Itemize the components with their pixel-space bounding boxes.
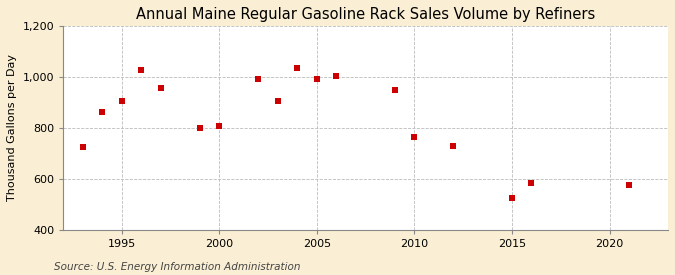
Point (292, 66, 302, 70)
Point (311, 76, 322, 81)
Point (214, 123, 225, 128)
Point (194, 126, 205, 130)
Point (136, 68, 146, 73)
Point (526, 180, 537, 185)
Point (253, 76, 264, 81)
Point (97, 110, 107, 114)
Point (409, 134, 420, 139)
Text: Source: U.S. Energy Information Administration: Source: U.S. Energy Information Administ… (54, 262, 300, 272)
Point (116, 99, 127, 103)
Point (389, 87, 400, 92)
Point (155, 85, 166, 90)
Point (77, 145, 88, 149)
Point (273, 99, 284, 103)
Point (624, 183, 634, 187)
Y-axis label: Thousand Gallons per Day: Thousand Gallons per Day (7, 54, 17, 201)
Point (506, 196, 517, 200)
Title: Annual Maine Regular Gasoline Rack Sales Volume by Refiners: Annual Maine Regular Gasoline Rack Sales… (136, 7, 595, 22)
Point (331, 73, 342, 78)
Point (448, 144, 459, 148)
